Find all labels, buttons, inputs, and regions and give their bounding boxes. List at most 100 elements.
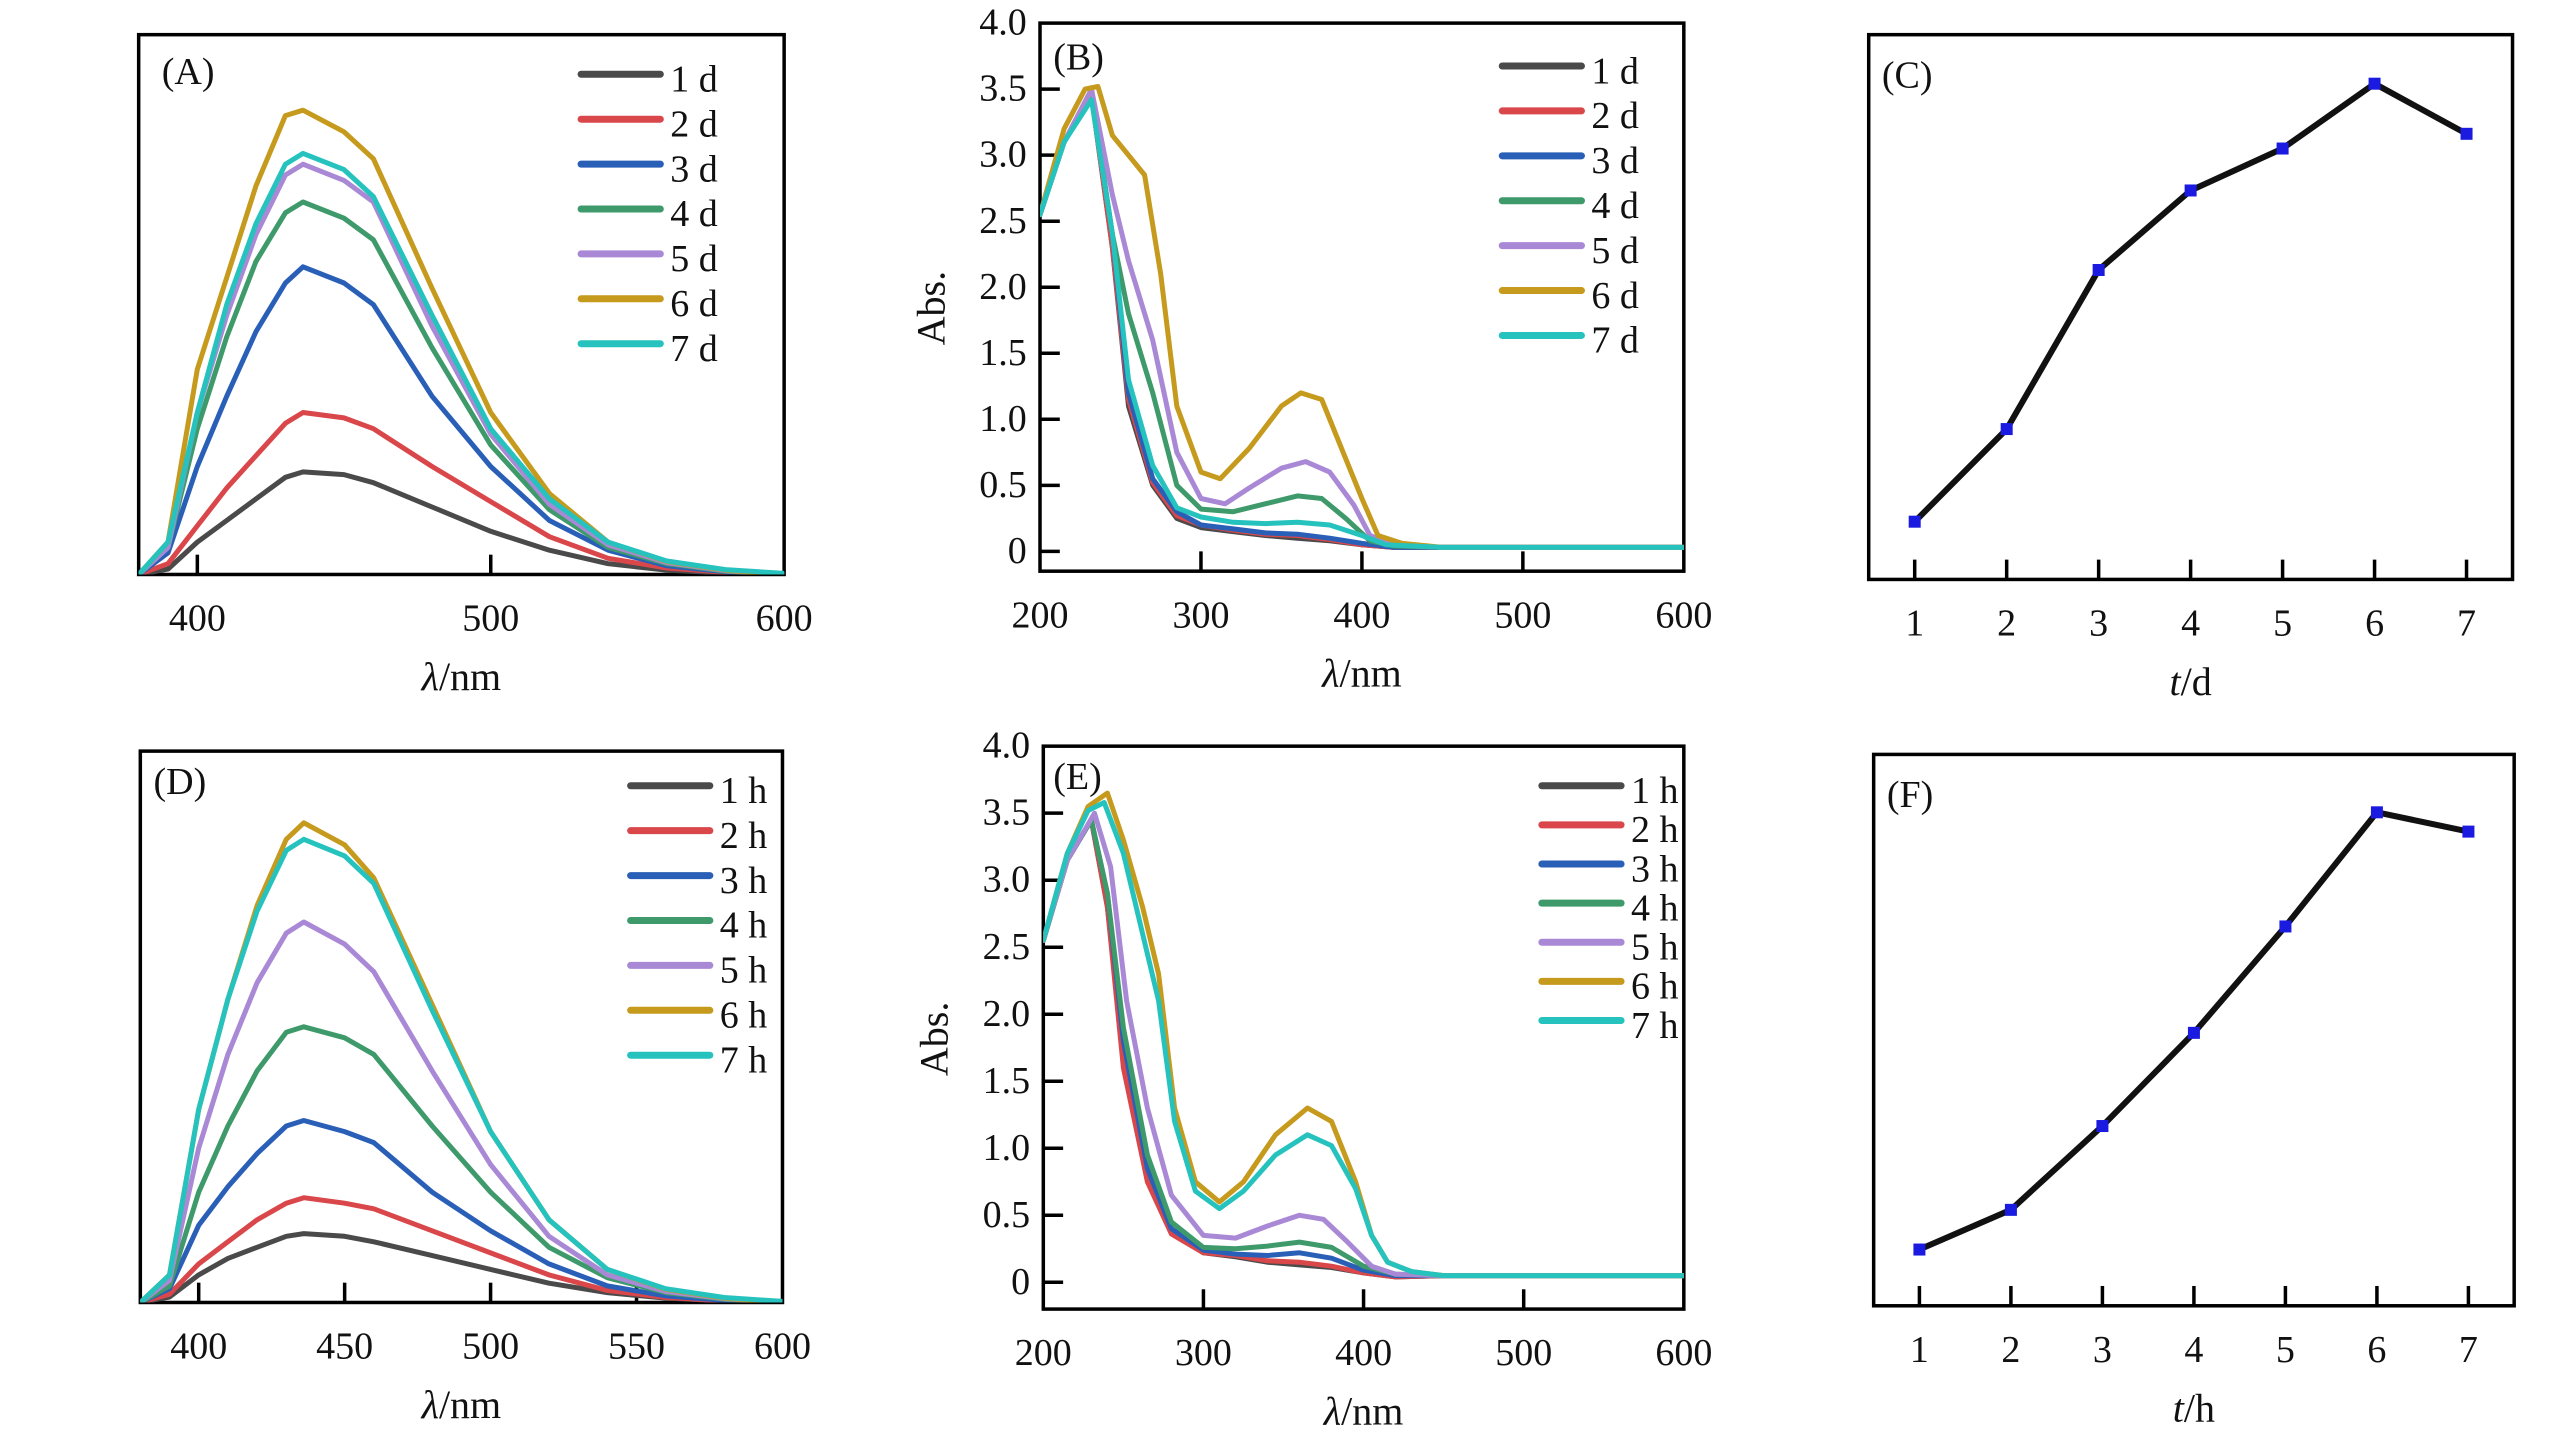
panel-d: 400 450 500 550 600 λ/nm (D) 1 h2 h3 h4 h5 h6 h… [138, 749, 811, 1427]
series-line-6 [140, 820, 783, 1303]
x-axis-label: λ/nm [1323, 1389, 1404, 1433]
y-tick-label: 0 [1008, 530, 1027, 572]
y-tick-label: 3.5 [983, 792, 1031, 834]
legend-label-5: 5 h [720, 950, 768, 992]
series-line-7 [140, 836, 783, 1303]
panel-label: (C) [1882, 54, 1933, 96]
series-line-2 [138, 410, 785, 575]
panel-label: (D) [154, 761, 207, 803]
panel-label: (B) [1053, 36, 1104, 78]
legend-label-1: 1 d [1591, 50, 1639, 92]
panel-label: (F) [1887, 774, 1933, 816]
data-point-4 [2184, 184, 2197, 197]
curves [1040, 84, 1684, 550]
x-tick-label: 400 [1335, 1332, 1392, 1374]
legend-label-6: 6 h [1631, 966, 1679, 1008]
legend-label-4: 4 d [670, 193, 718, 235]
data-point-4 [2187, 1026, 2200, 1039]
y-tick-label: 1.5 [983, 1060, 1031, 1102]
legend-label-6: 6 d [670, 283, 718, 325]
legend-label-5: 5 d [670, 238, 718, 280]
data-point-3 [2096, 1120, 2109, 1133]
panel-a: 400 500 600 λ/nm (A) 1 d2 d3 d4 d5 d6 d7 d [136, 32, 813, 699]
series-line-7 [1043, 800, 1684, 1279]
series-line-3 [140, 1118, 783, 1303]
y-tick-label: 2.0 [983, 993, 1031, 1035]
plot-frame [1041, 744, 1686, 1311]
x-tick-label: 450 [316, 1326, 373, 1368]
x-tick-label: 3 [2093, 1329, 2112, 1371]
x-tick-label: 400 [169, 598, 226, 640]
x-tick-label: 500 [1494, 594, 1551, 636]
x-tick-label: 7 [2457, 603, 2476, 645]
y-axis-label: Abs. [912, 1002, 957, 1076]
x-tick-label: 200 [1012, 594, 1069, 636]
legend-label-5: 5 d [1591, 230, 1639, 272]
x-tick-label: 2 [2001, 1329, 2020, 1371]
y-tick-label: 0.5 [983, 1194, 1031, 1236]
x-tick-label: 6 [2367, 1329, 2386, 1371]
plot-frame [1038, 21, 1686, 573]
y-tick-label: 4.0 [979, 2, 1027, 44]
legend-label-3: 3 d [670, 148, 718, 190]
legend: 1 h2 h3 h4 h5 h6 h7 h [1538, 770, 1679, 1047]
plot-frame [1866, 32, 2515, 582]
legend-label-4: 4 d [1591, 185, 1639, 227]
data-point-3 [2092, 264, 2105, 277]
legend-label-2: 2 d [1591, 95, 1639, 137]
x-tick-label: 7 [2459, 1329, 2478, 1371]
panel-label: (E) [1053, 756, 1102, 798]
y-axis-label: Abs. [908, 271, 953, 345]
legend-label-6: 6 d [1591, 275, 1639, 317]
x-tick-label: 4 [2184, 1329, 2203, 1371]
legend-label-3: 3 h [720, 860, 768, 902]
x-tick-label: 500 [462, 598, 519, 640]
series-line-5 [1040, 86, 1684, 550]
legend: 1 h2 h3 h4 h5 h6 h7 h [627, 770, 768, 1081]
x-tick-label: 2 [1997, 603, 2016, 645]
series-line-5 [140, 919, 783, 1303]
series-line-7 [1040, 97, 1684, 550]
series-line-5 [1043, 810, 1684, 1279]
y-tick-label: 2.5 [983, 926, 1031, 968]
x-tick-label: 500 [1495, 1332, 1552, 1374]
data-point-2 [2000, 423, 2013, 436]
x-tick-label: 4 [2181, 603, 2200, 645]
curves [1043, 790, 1684, 1280]
data-point-1 [1913, 1243, 1926, 1256]
data-point-6 [2370, 806, 2383, 819]
legend-label-1: 1 h [720, 770, 768, 812]
data-point-6 [2368, 77, 2381, 90]
legend-label-2: 2 h [720, 815, 768, 857]
x-tick-label: 1 [1905, 603, 1924, 645]
data-point-5 [2276, 142, 2289, 155]
data-point-5 [2279, 920, 2292, 933]
legend-label-2: 2 h [1631, 809, 1679, 851]
x-tick-label: 600 [756, 598, 813, 640]
y-tick-label: 3.0 [979, 134, 1027, 176]
y-tick-label: 0 [1011, 1261, 1030, 1303]
y-tick-label: 0.5 [979, 464, 1027, 506]
x-tick-label: 5 [2273, 603, 2292, 645]
curves [138, 107, 785, 575]
x-tick-label: 5 [2276, 1329, 2295, 1371]
legend-label-7: 7 h [720, 1039, 768, 1081]
data-point-7 [2460, 127, 2473, 140]
y-tick-label: 1.0 [983, 1127, 1031, 1169]
data-point-7 [2462, 825, 2475, 838]
x-tick-label: 6 [2365, 603, 2384, 645]
y-tick-label: 1.5 [979, 332, 1027, 374]
y-tick-label: 2.5 [979, 200, 1027, 242]
x-axis-label: λ/nm [421, 654, 502, 699]
panel-b: 200 300 400 500 600 0 0.5 1.0 1.5 2.0 2.5 3.0 3.5 4.0… [908, 2, 1712, 696]
legend-label-7: 7 h [1631, 1005, 1679, 1047]
data-point-2 [2004, 1203, 2017, 1216]
series-line-1 [138, 469, 785, 575]
plot-frame [138, 749, 785, 1305]
x-axis-label: t/h [2173, 1385, 2215, 1430]
x-axis-label: λ/nm [421, 1382, 502, 1427]
x-tick-label: 400 [170, 1326, 227, 1368]
panel-label: (A) [162, 51, 215, 93]
x-tick-label: 600 [1655, 1332, 1712, 1374]
